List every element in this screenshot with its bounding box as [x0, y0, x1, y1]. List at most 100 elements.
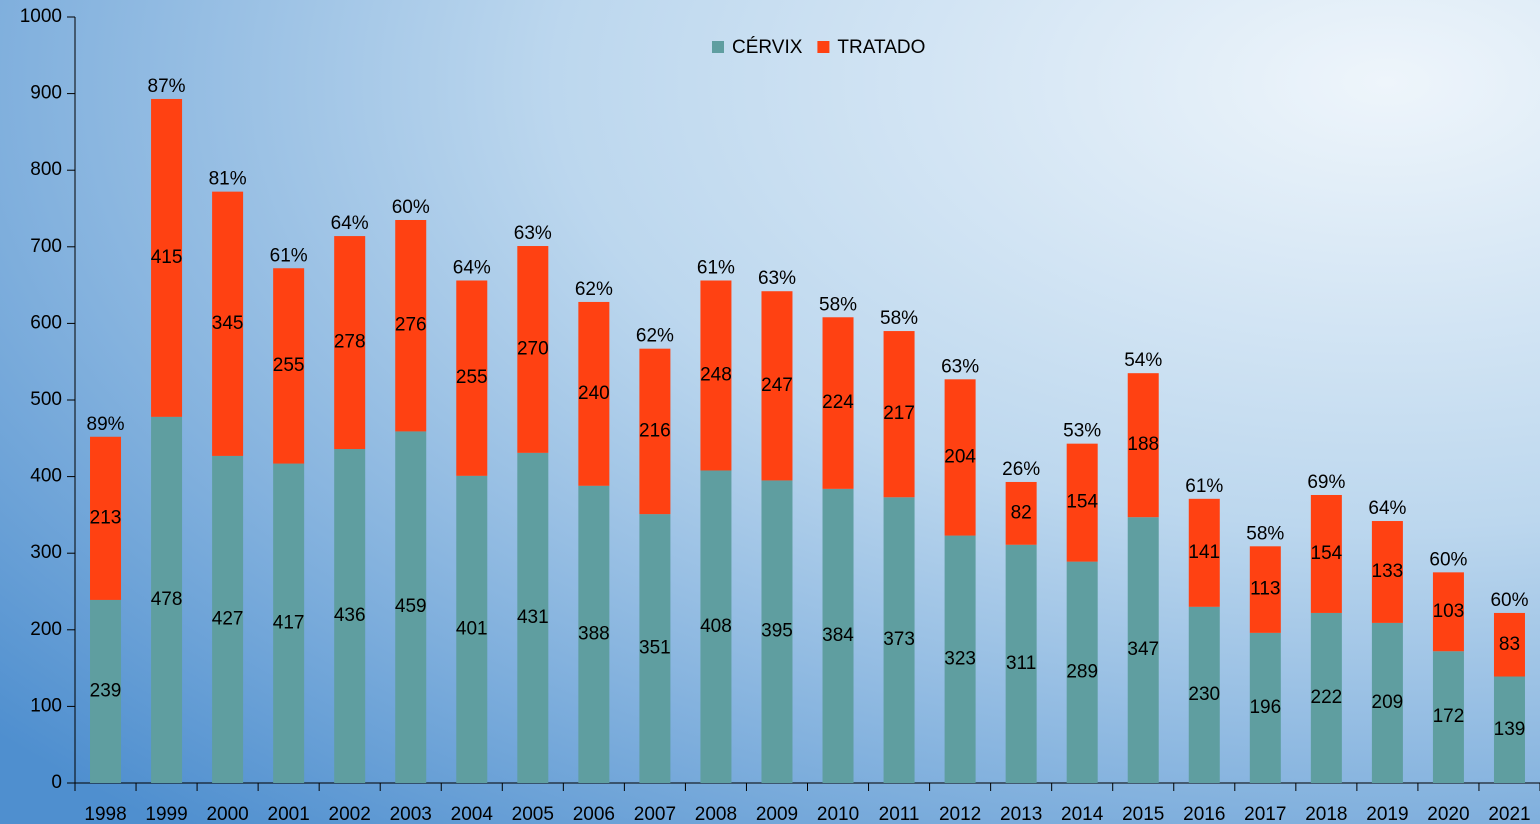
value-label: 188	[1127, 434, 1159, 455]
x-tick-label: 2020	[1427, 804, 1469, 824]
x-tick-label: 2016	[1183, 804, 1225, 824]
value-label: 270	[517, 338, 549, 359]
legend-swatch	[817, 41, 829, 53]
value-label: 141	[1188, 542, 1220, 563]
y-tick-label: 600	[30, 312, 62, 333]
total-label: 64%	[331, 213, 369, 234]
value-label: 240	[578, 383, 610, 404]
legend-swatch	[712, 41, 724, 53]
value-label: 248	[700, 365, 732, 386]
value-label: 323	[944, 648, 976, 669]
total-label: 69%	[1307, 472, 1345, 493]
value-label: 415	[151, 247, 183, 268]
total-label: 58%	[1246, 523, 1284, 544]
value-label: 278	[334, 332, 366, 353]
x-tick-label: 2009	[756, 804, 798, 824]
value-label: 113	[1250, 579, 1280, 600]
total-label: 53%	[1063, 421, 1101, 442]
value-label: 154	[1311, 543, 1343, 564]
value-label: 347	[1127, 639, 1159, 660]
value-label: 255	[456, 367, 488, 388]
y-tick-label: 300	[30, 542, 62, 563]
x-tick-label: 2019	[1366, 804, 1408, 824]
y-tick-label: 800	[30, 159, 62, 180]
value-label: 83	[1499, 634, 1520, 655]
value-label: 139	[1494, 719, 1526, 740]
value-label: 417	[273, 612, 305, 633]
value-label: 204	[944, 446, 976, 467]
y-tick-label: 700	[30, 236, 62, 257]
total-label: 26%	[1002, 459, 1040, 480]
x-tick-label: 2002	[329, 804, 371, 824]
x-tick-label: 2006	[573, 804, 615, 824]
value-label: 384	[822, 625, 854, 646]
value-label: 408	[700, 616, 732, 637]
total-label: 60%	[1490, 590, 1528, 611]
total-label: 64%	[1368, 498, 1406, 519]
value-label: 431	[517, 607, 549, 628]
x-tick-label: 2011	[879, 804, 920, 824]
value-label: 196	[1249, 697, 1281, 718]
value-label: 373	[883, 629, 915, 650]
y-tick-label: 200	[30, 619, 62, 640]
total-label: 58%	[819, 294, 857, 315]
x-tick-label: 2012	[939, 804, 981, 824]
legend-label: TRATADO	[837, 37, 925, 58]
x-tick-label: 2000	[206, 804, 248, 824]
y-tick-label: 100	[30, 695, 62, 716]
total-label: 61%	[270, 245, 308, 266]
total-label: 61%	[697, 258, 735, 279]
y-tick-label: 900	[30, 83, 62, 104]
total-label: 81%	[209, 169, 247, 190]
x-tick-label: 2010	[817, 804, 859, 824]
value-label: 436	[334, 605, 366, 626]
chart: 0 100 200 300 400 500 600 700 800 900 1000 1998 239 2…	[0, 0, 1540, 824]
value-label: 172	[1433, 706, 1465, 727]
x-tick-label: 2014	[1061, 804, 1104, 824]
value-label: 247	[761, 375, 793, 396]
value-label: 351	[639, 638, 671, 659]
value-label: 289	[1066, 661, 1098, 682]
value-label: 276	[395, 315, 427, 336]
value-label: 154	[1066, 492, 1098, 513]
x-tick-label: 2007	[634, 804, 676, 824]
total-label: 64%	[453, 258, 491, 279]
value-label: 213	[90, 507, 122, 528]
y-tick-label: 0	[51, 772, 62, 793]
total-label: 60%	[1429, 549, 1467, 570]
value-label: 239	[90, 680, 122, 701]
x-tick-label: 2004	[451, 804, 494, 824]
value-label: 311	[1006, 653, 1036, 674]
total-label: 62%	[636, 326, 674, 347]
value-label: 401	[456, 618, 488, 639]
total-label: 54%	[1124, 350, 1162, 371]
x-tick-label: 2021	[1488, 804, 1530, 824]
value-label: 388	[578, 623, 610, 644]
total-label: 60%	[392, 197, 430, 218]
value-label: 222	[1311, 687, 1343, 708]
value-label: 478	[151, 589, 183, 610]
value-label: 216	[639, 420, 671, 441]
total-label: 63%	[514, 223, 552, 244]
y-tick-label: 500	[30, 389, 62, 410]
x-tick-label: 1998	[84, 804, 126, 824]
total-label: 58%	[880, 308, 918, 329]
total-label: 62%	[575, 279, 613, 300]
x-tick-label: 1999	[145, 804, 187, 824]
value-label: 224	[822, 392, 854, 413]
value-label: 255	[273, 355, 305, 376]
x-tick-label: 2003	[390, 804, 432, 824]
value-label: 395	[761, 621, 793, 642]
value-label: 217	[883, 403, 915, 424]
value-label: 209	[1372, 692, 1404, 713]
value-label: 345	[212, 313, 244, 334]
legend-label: CÉRVIX	[732, 37, 803, 58]
total-label: 61%	[1185, 476, 1223, 497]
x-tick-label: 2018	[1305, 804, 1347, 824]
y-tick-label: 400	[30, 466, 62, 487]
value-label: 133	[1372, 561, 1404, 582]
value-label: 103	[1433, 601, 1465, 622]
y-tick-label: 1000	[20, 6, 62, 27]
x-tick-label: 2017	[1244, 804, 1286, 824]
total-label: 63%	[941, 356, 979, 377]
